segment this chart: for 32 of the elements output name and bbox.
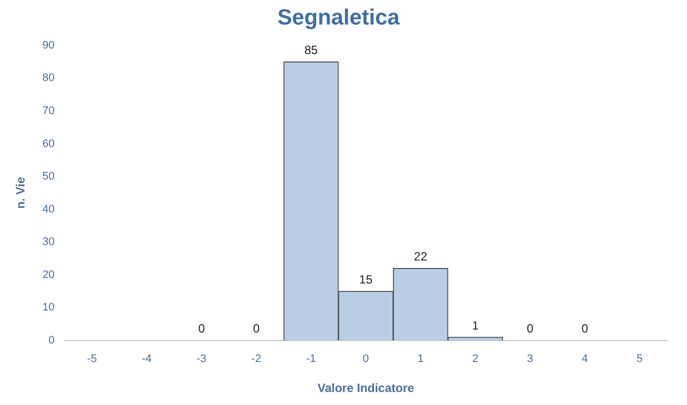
data-label: 0	[198, 322, 206, 336]
data-label: 0	[526, 322, 534, 336]
data-label: 22	[414, 250, 428, 264]
x-tick-label: -2	[251, 353, 262, 366]
y-tick-label: 20	[42, 268, 55, 281]
x-tick-label: 4	[582, 353, 588, 366]
data-label: 0	[252, 322, 260, 336]
y-tick-label: 10	[42, 302, 55, 314]
data-label: 15	[359, 272, 373, 287]
x-tick-label: 2	[472, 353, 478, 366]
x-tick-label: -4	[142, 353, 152, 366]
x-tick-label: 0	[362, 353, 369, 366]
x-tick-label: 3	[527, 353, 534, 366]
y-tick-label: 60	[42, 138, 55, 150]
y-tick-label: 40	[42, 203, 55, 216]
y-tick-label: 90	[42, 39, 55, 52]
y-tick-label: 0	[48, 334, 55, 346]
x-tick-label: -5	[87, 353, 97, 366]
data-label: 85	[304, 43, 318, 58]
chart-title: Segnaletica	[277, 4, 400, 30]
y-tick-label: 30	[42, 236, 55, 248]
y-axis-title: n. Vie	[14, 176, 28, 209]
x-axis-title: Valore Indicatore	[317, 381, 414, 396]
x-tick-label: -3	[196, 353, 206, 366]
y-tick-label: 50	[42, 170, 55, 183]
y-tick-label: 80	[42, 72, 55, 84]
data-label: 1	[472, 318, 479, 332]
x-tick-label: 1	[418, 353, 424, 366]
data-label: 0	[582, 322, 589, 336]
x-tick-label: 5	[636, 353, 643, 366]
x-tick-label: -1	[306, 353, 316, 366]
y-tick-label: 70	[42, 104, 55, 117]
